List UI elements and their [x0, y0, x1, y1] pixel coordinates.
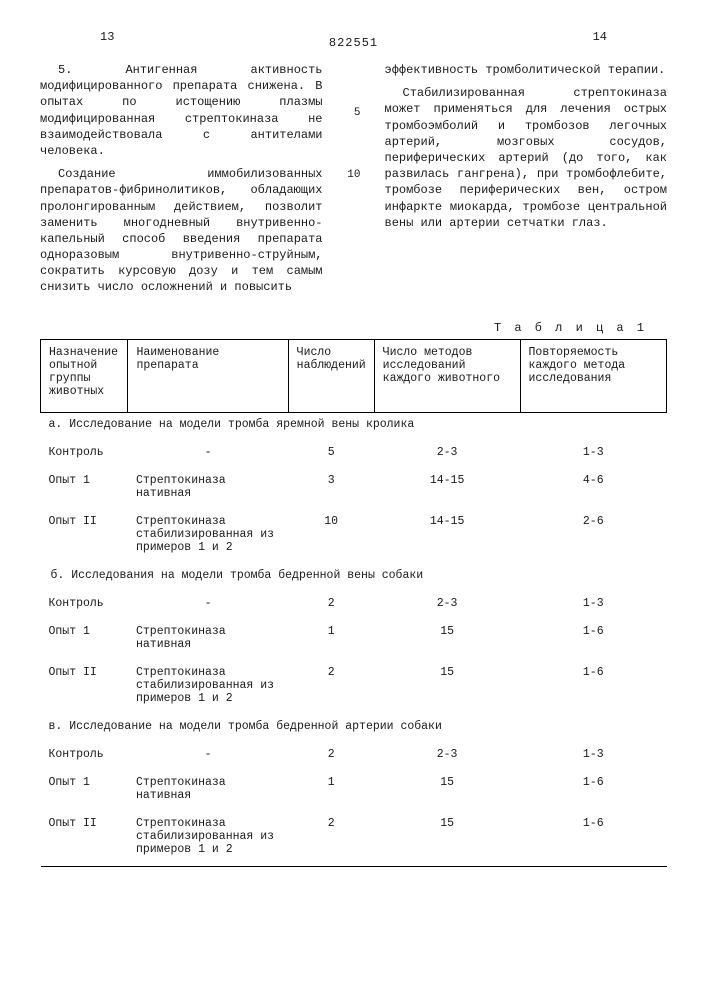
table-header-row: Назначение опытной группы животных Наиме… — [41, 339, 667, 412]
cell-m: 2-3 — [374, 743, 520, 771]
cell-prep: - — [128, 592, 288, 620]
cell-prep: Стрептокиназа стабилизированная из приме… — [128, 510, 288, 564]
cell-prep: - — [128, 441, 288, 469]
col-header-prep: Наименование препарата — [128, 339, 288, 412]
cell-n: 2 — [288, 592, 374, 620]
section-c-title: в. Исследование на модели тромба бедренн… — [41, 715, 667, 743]
cell-r: 1-6 — [520, 812, 666, 867]
col-header-group: Назначение опытной группы животных — [41, 339, 128, 412]
cell-m: 14-15 — [374, 510, 520, 564]
table-row: Контроль - 5 2-3 1-3 — [41, 441, 667, 469]
table-row: Опыт 1 Стрептокиназа нативная 3 14-15 4-… — [41, 469, 667, 510]
cell-m: 14-15 — [374, 469, 520, 510]
cell-group: Контроль — [41, 441, 128, 469]
document-number: 822551 — [40, 36, 667, 50]
cell-r: 1-3 — [520, 592, 666, 620]
col-header-count: Число наблюдений — [288, 339, 374, 412]
cell-prep: Стрептокиназа нативная — [128, 771, 288, 812]
line-number-10: 10 — [347, 169, 361, 181]
cell-n: 5 — [288, 441, 374, 469]
cell-m: 15 — [374, 620, 520, 661]
cell-n: 3 — [288, 469, 374, 510]
cell-group: Контроль — [41, 743, 128, 771]
table-row: Опыт 1 Стрептокиназа нативная 1 15 1-6 — [41, 771, 667, 812]
cell-n: 2 — [288, 812, 374, 867]
cell-r: 2-6 — [520, 510, 666, 564]
cell-m: 15 — [374, 812, 520, 867]
cell-prep: Стрептокиназа нативная — [128, 469, 288, 510]
cell-group: Контроль — [41, 592, 128, 620]
cell-m: 2-3 — [374, 441, 520, 469]
cell-r: 1-6 — [520, 620, 666, 661]
right-column: эффективность тромболитической терапии. … — [385, 62, 668, 303]
page-number-right: 14 — [593, 30, 607, 44]
cell-n: 2 — [288, 661, 374, 715]
table-row: Опыт II Стрептокиназа стабилизированная … — [41, 510, 667, 564]
section-c-row: в. Исследование на модели тромба бедренн… — [41, 715, 667, 743]
cell-prep: Стрептокиназа стабилизированная из приме… — [128, 661, 288, 715]
cell-prep: Стрептокиназа нативная — [128, 620, 288, 661]
cell-r: 1-6 — [520, 661, 666, 715]
cell-r: 1-6 — [520, 771, 666, 812]
page-number-left: 13 — [100, 30, 114, 44]
cell-group: Опыт 1 — [41, 771, 128, 812]
cell-m: 15 — [374, 661, 520, 715]
cell-m: 2-3 — [374, 592, 520, 620]
cell-group: Опыт 1 — [41, 469, 128, 510]
cell-r: 4-6 — [520, 469, 666, 510]
right-para-2: Стабилизированная стрептокиназа может пр… — [385, 85, 668, 231]
cell-n: 2 — [288, 743, 374, 771]
line-number-5: 5 — [347, 107, 361, 119]
section-b-title: б. Исследования на модели тромба бедренн… — [41, 564, 667, 592]
table-label: Т а б л и ц а 1 — [40, 321, 647, 335]
text-columns: 5. Антигенная активность модифицированно… — [40, 62, 667, 303]
cell-prep: Стрептокиназа стабилизированная из приме… — [128, 812, 288, 867]
section-a-row: а. Исследование на модели тромба яремной… — [41, 412, 667, 441]
table-row: Контроль - 2 2-3 1-3 — [41, 592, 667, 620]
cell-n: 1 — [288, 771, 374, 812]
cell-group: Опыт II — [41, 510, 128, 564]
table-row: Опыт II Стрептокиназа стабилизированная … — [41, 661, 667, 715]
cell-m: 15 — [374, 771, 520, 812]
cell-group: Опыт II — [41, 812, 128, 867]
cell-prep: - — [128, 743, 288, 771]
col-header-methods: Число методов исследований каждого живот… — [374, 339, 520, 412]
section-a-title: а. Исследование на модели тромба яремной… — [41, 412, 667, 441]
data-table: Назначение опытной группы животных Наиме… — [40, 339, 667, 867]
cell-group: Опыт II — [41, 661, 128, 715]
section-b-row: б. Исследования на модели тромба бедренн… — [41, 564, 667, 592]
left-column: 5. Антигенная активность модифицированно… — [40, 62, 323, 303]
cell-n: 1 — [288, 620, 374, 661]
col-header-repeat: Повторяемость каждого метода исследовани… — [520, 339, 666, 412]
table-row: Контроль - 2 2-3 1-3 — [41, 743, 667, 771]
left-para-2: Создание иммобилизованных препаратов-фиб… — [40, 166, 323, 296]
table-row: Опыт 1 Стрептокиназа нативная 1 15 1-6 — [41, 620, 667, 661]
right-para-1: эффективность тромболитической терапии. — [385, 62, 668, 78]
cell-r: 1-3 — [520, 743, 666, 771]
cell-r: 1-3 — [520, 441, 666, 469]
gutter-numbers: 5 10 — [347, 62, 361, 303]
cell-n: 10 — [288, 510, 374, 564]
cell-group: Опыт 1 — [41, 620, 128, 661]
left-para-1: 5. Антигенная активность модифицированно… — [40, 62, 323, 159]
table-row: Опыт II Стрептокиназа стабилизированная … — [41, 812, 667, 867]
